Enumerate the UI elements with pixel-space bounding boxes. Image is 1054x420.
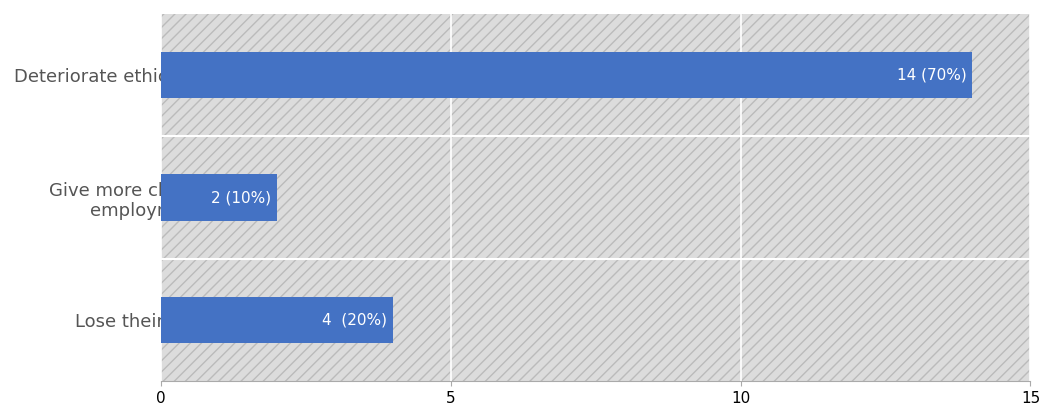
Text: 2 (10%): 2 (10%) bbox=[211, 190, 271, 205]
Text: 4  (20%): 4 (20%) bbox=[321, 312, 387, 328]
Bar bbox=[160, 174, 276, 221]
Text: 14 (70%): 14 (70%) bbox=[897, 68, 967, 83]
Bar bbox=[160, 52, 973, 98]
Bar bbox=[160, 297, 392, 344]
